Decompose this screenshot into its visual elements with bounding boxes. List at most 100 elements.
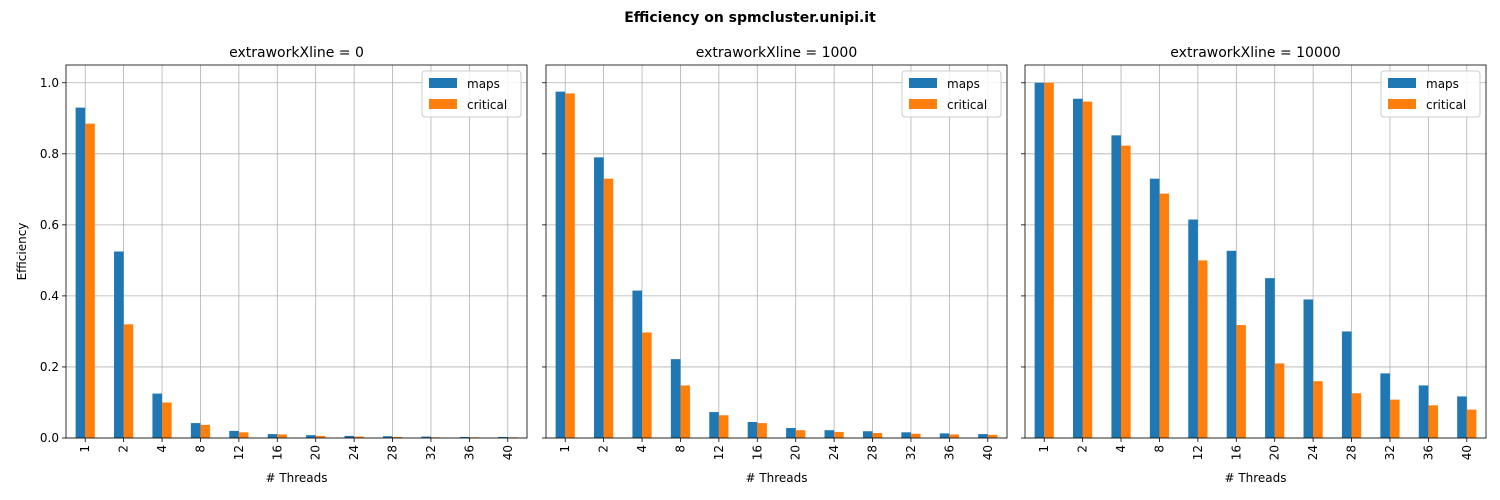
bar-critical-24: [1313, 381, 1323, 438]
x-tick-label: 36: [1421, 445, 1435, 460]
x-tick-label: 8: [193, 445, 207, 453]
x-tick-label: 32: [904, 445, 918, 460]
bar-maps-32: [1380, 373, 1390, 438]
bar-critical-2: [1082, 101, 1093, 438]
bar-maps-12: [1188, 219, 1198, 438]
bar-critical-40: [1466, 409, 1477, 438]
bar-maps-2: [1073, 98, 1083, 438]
bar-critical-20: [1274, 363, 1285, 438]
x-tick-label: 20: [309, 445, 323, 460]
x-tick-label: 36: [942, 445, 956, 460]
bar-maps-16: [1226, 250, 1237, 438]
bar-maps-16: [267, 434, 278, 438]
legend-swatch-maps: [1388, 78, 1416, 88]
y-tick-label: 0.4: [40, 289, 59, 303]
bar-critical-40: [987, 434, 998, 438]
bar-critical-36: [949, 434, 959, 438]
bar-maps-1: [75, 107, 86, 438]
bar-maps-24: [1303, 299, 1314, 438]
bar-maps-32: [901, 432, 911, 438]
x-axis-label: # Threads: [1224, 471, 1286, 485]
legend-swatch-critical: [429, 99, 457, 109]
x-tick-label: 8: [673, 445, 687, 453]
legend-label-critical: critical: [947, 98, 987, 112]
x-tick-label: 8: [1152, 445, 1166, 453]
bar-critical-16: [277, 434, 287, 438]
bar-maps-40: [978, 434, 988, 438]
bar-maps-1: [555, 91, 566, 439]
y-axis: [542, 82, 546, 439]
bar-maps-40: [1457, 396, 1467, 438]
y-tick-label: 0.2: [40, 360, 59, 374]
bar-maps-4: [152, 393, 163, 438]
y-axis-label: Efficiency: [15, 223, 29, 281]
bar-critical-1: [565, 93, 575, 439]
x-tick-label: 40: [1460, 445, 1474, 460]
bar-critical-24: [354, 436, 364, 438]
y-tick-label: 1.0: [40, 76, 59, 90]
bars: [75, 107, 518, 438]
plot-area: [66, 65, 527, 438]
y-tick-label: 0.8: [40, 147, 59, 161]
bar-maps-4: [632, 290, 643, 438]
bar-maps-36: [459, 436, 470, 438]
bar-maps-40: [498, 436, 508, 438]
bar-maps-24: [344, 435, 355, 438]
legend-swatch-critical: [1388, 99, 1416, 109]
panel-title: extraworkXline = 10000: [1170, 45, 1340, 61]
plot-area: [546, 65, 1007, 438]
chart-panel-1: 0.00.20.40.60.81.01 2 4 8 12 16 20 24 28 32 36 40ex…: [15, 45, 528, 485]
bar-maps-28: [382, 436, 393, 438]
y-axis: [1021, 82, 1025, 439]
x-tick-label: 24: [347, 445, 361, 460]
x-tick-label: 28: [386, 445, 400, 460]
bar-critical-8: [200, 424, 211, 438]
legend: maps critical: [421, 70, 522, 118]
chart-panels: 0.00.20.40.60.81.01 2 4 8 12 16 20 24 28 32 36 40ex…: [15, 45, 1487, 485]
bar-critical-16: [757, 423, 767, 438]
x-tick-label: 2: [1076, 445, 1090, 453]
x-tick-label: 36: [462, 445, 476, 460]
bar-critical-4: [1121, 145, 1131, 439]
legend-label-maps: maps: [467, 77, 500, 91]
x-tick-label: 40: [501, 445, 515, 460]
x-tick-label: 1: [558, 445, 572, 453]
panel-title: extraworkXline = 0: [229, 45, 364, 61]
bar-critical-24: [834, 431, 844, 438]
bar-critical-2: [123, 324, 134, 438]
bar-maps-12: [229, 430, 239, 438]
bar-critical-1: [85, 123, 95, 438]
x-tick-label: 4: [635, 445, 649, 453]
x-tick-label: 12: [712, 445, 726, 460]
legend: maps critical: [901, 70, 1002, 118]
x-tick-label: 24: [827, 445, 841, 460]
axes-frame: [65, 64, 528, 439]
x-axis: 1 2 4 8 12 16 20 24 28 32 36 40: [1037, 438, 1474, 460]
x-tick-label: 28: [1345, 445, 1359, 460]
bar-maps-2: [114, 251, 124, 438]
bar-maps-12: [709, 412, 719, 438]
x-tick-label: 32: [424, 445, 438, 460]
legend-swatch-critical: [909, 99, 937, 109]
bar-critical-28: [872, 433, 883, 438]
bar-maps-20: [1265, 278, 1275, 438]
bar-critical-28: [392, 436, 403, 438]
x-tick-label: 2: [117, 445, 131, 453]
bar-critical-32: [910, 433, 921, 438]
legend-swatch-maps: [429, 78, 457, 88]
legend-swatch-maps: [909, 78, 937, 88]
legend-label-maps: maps: [1426, 77, 1459, 91]
x-tick-label: 40: [981, 445, 995, 460]
bar-maps-8: [190, 423, 201, 438]
legend-label-critical: critical: [467, 98, 507, 112]
bar-maps-32: [421, 436, 431, 438]
x-tick-label: 4: [1114, 445, 1128, 453]
bar-critical-16: [1236, 325, 1246, 438]
bar-critical-4: [642, 332, 652, 438]
x-tick-label: 32: [1383, 445, 1397, 460]
bar-critical-8: [1159, 193, 1170, 438]
x-tick-label: 12: [1191, 445, 1205, 460]
bar-maps-20: [306, 435, 316, 438]
